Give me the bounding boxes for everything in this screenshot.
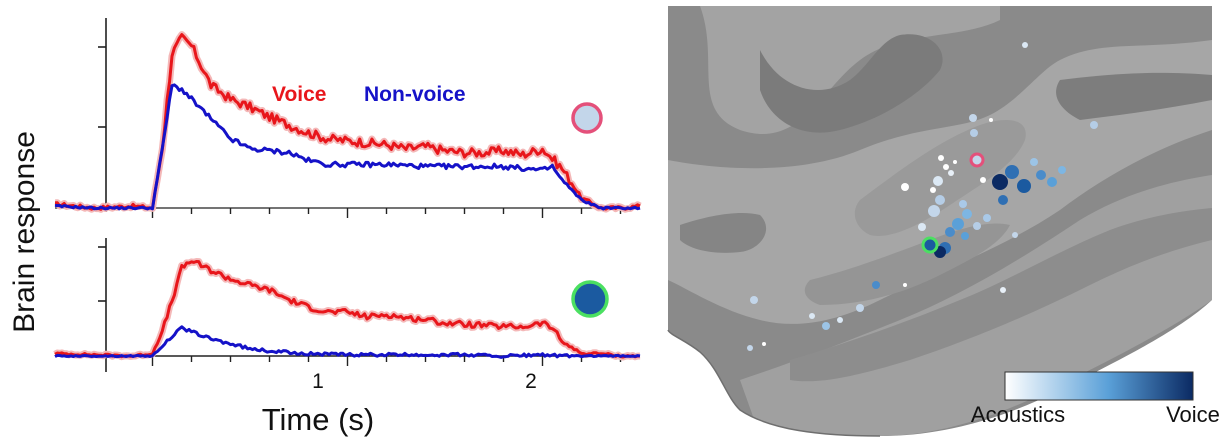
- electrode-dot: [938, 155, 944, 161]
- electrode-dots: [747, 42, 1098, 351]
- bottom-xticks: [151, 356, 622, 366]
- top-plot: Voice Non-voice: [53, 18, 642, 218]
- electrode-dot: [762, 342, 766, 346]
- bottom-plot: 1 2 Time (s): [53, 238, 642, 437]
- top-voice-line: [54, 33, 641, 211]
- electrode-dot: [969, 114, 977, 122]
- electrode-dot: [989, 118, 993, 122]
- electrode-dot: [856, 304, 864, 312]
- electrode-dot: [747, 345, 753, 351]
- xtick-label-2: 2: [525, 370, 537, 393]
- top-electrode-marker: [571, 102, 603, 134]
- electrode-dot: [1030, 158, 1038, 166]
- electrode-dot: [901, 183, 909, 191]
- electrode-dot: [750, 296, 758, 304]
- electrode-dot: [998, 195, 1008, 205]
- bottom-electrode-marker: [571, 280, 609, 318]
- electrode-dot: [962, 209, 972, 219]
- electrode-dot: [933, 176, 943, 186]
- electrode-dot: [961, 232, 969, 240]
- electrode-dot: [1005, 165, 1019, 179]
- electrode-dot: [1058, 166, 1066, 174]
- electrode-dot: [837, 317, 843, 323]
- electrode-dot: [930, 187, 936, 193]
- electrode-dot: [935, 195, 945, 205]
- electrode-dot: [903, 283, 907, 287]
- electrode-dot: [918, 223, 926, 231]
- bottom-nonvoice-line: [54, 325, 641, 359]
- electrode-dot: [945, 227, 955, 237]
- brain-surface-map: Acoustics Voice: [667, 6, 1220, 437]
- electrode-dot: [1017, 179, 1031, 193]
- colorbar-label-right: Voice: [1166, 402, 1220, 427]
- electrode-dot: [970, 129, 978, 137]
- electrode-dot: [809, 313, 815, 319]
- electrode-dot: [1022, 42, 1028, 48]
- brain-marker-green: [921, 236, 939, 254]
- electrode-dot: [872, 281, 880, 289]
- electrode-dot: [952, 218, 964, 230]
- colorbar-label-left: Acoustics: [971, 402, 1065, 427]
- electrode-dot: [992, 174, 1008, 190]
- top-nonvoice-line: [54, 83, 641, 211]
- xtick-label-1: 1: [312, 370, 324, 393]
- top-voice-band: [53, 31, 642, 213]
- top-xticks: [151, 208, 622, 218]
- electrode-dot: [928, 205, 940, 217]
- legend-nonvoice: Non-voice: [364, 83, 466, 106]
- colorbar: [1004, 371, 1194, 401]
- electrode-dot: [1000, 287, 1006, 293]
- electrode-dot: [943, 164, 949, 170]
- electrode-dot: [1090, 121, 1098, 129]
- electrode-dot: [973, 222, 981, 230]
- y-axis-label: Brain response: [8, 131, 41, 333]
- electrode-dot: [959, 200, 967, 208]
- bottom-voice-band: [53, 258, 642, 361]
- electrode-dot: [1036, 170, 1046, 180]
- electrode-dot: [953, 160, 957, 164]
- legend-voice: Voice: [272, 83, 326, 106]
- electrode-dot: [948, 170, 954, 176]
- electrode-dot: [822, 322, 830, 330]
- electrode-dot: [1012, 232, 1018, 238]
- electrode-dot: [983, 214, 991, 222]
- x-axis-label: Time (s): [262, 402, 375, 437]
- electrode-dot: [1047, 177, 1057, 187]
- brain-marker-pink: [969, 152, 985, 168]
- electrode-dot: [980, 177, 986, 183]
